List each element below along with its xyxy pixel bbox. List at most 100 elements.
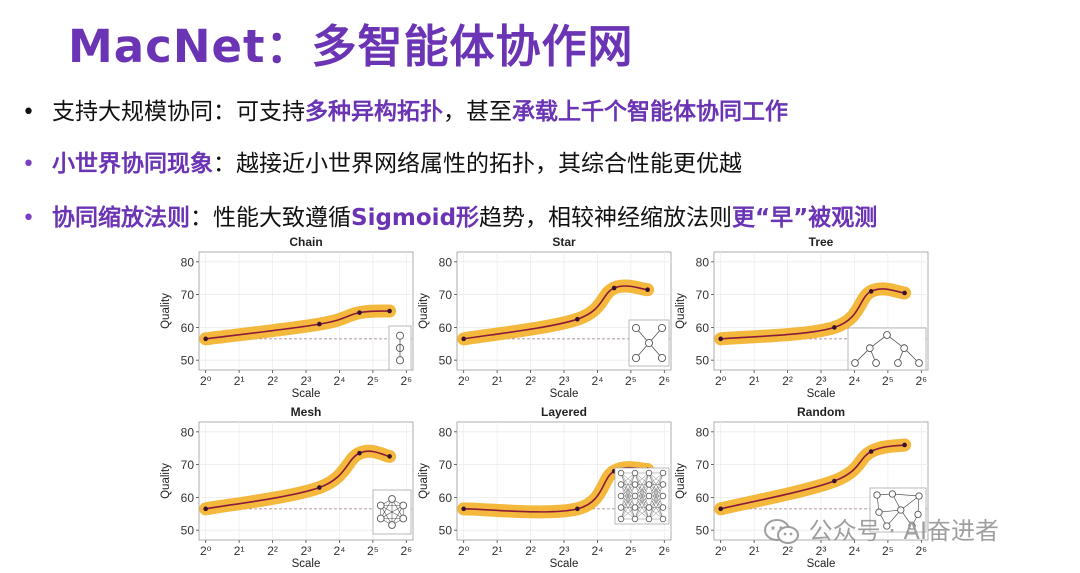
x-tick-label: 2⁵ [367, 374, 379, 388]
topology-node [851, 359, 859, 367]
x-tick-label: 2² [782, 544, 793, 558]
x-axis-label: Scale [292, 388, 321, 400]
x-tick-label: 2³ [559, 544, 570, 558]
x-tick-label: 2¹ [492, 374, 503, 388]
series-line [720, 444, 905, 510]
chart-panel: Star 50 60 70 80 2⁰ 2¹ 2² 2³ 2⁴ 2⁵ 2⁶ Scale Quality [418, 235, 672, 400]
y-axis-label: Quality [675, 463, 687, 499]
series-line [205, 450, 390, 510]
x-tick-label: 2⁰ [715, 544, 727, 558]
topology-node [631, 515, 639, 523]
topology-node [873, 491, 881, 499]
y-tick-label: 70 [181, 288, 195, 302]
y-tick-label: 80 [181, 255, 195, 269]
x-tick-label: 2⁴ [334, 544, 346, 558]
x-tick-label: 2⁰ [458, 374, 470, 388]
topology-edge [620, 472, 636, 520]
topology-node [631, 353, 641, 363]
x-tick-label: 2⁶ [401, 374, 413, 388]
topology-node [915, 359, 923, 367]
highlight-text: 小世界协同现象 [52, 151, 213, 177]
y-tick-label: 70 [696, 288, 710, 302]
x-tick-label: 2⁰ [200, 374, 212, 388]
x-tick-label: 2⁵ [882, 544, 894, 558]
y-tick-label: 60 [439, 491, 453, 505]
x-tick-label: 2³ [816, 544, 827, 558]
x-tick-label: 2¹ [234, 374, 245, 388]
topology-inset [628, 319, 670, 367]
topology-node [659, 515, 667, 523]
topology-node [659, 504, 667, 511]
topology-edge [620, 495, 636, 520]
x-tick-label: 2⁴ [592, 544, 604, 558]
topology-node [897, 506, 905, 514]
topology-node [645, 504, 653, 511]
data-point [868, 449, 874, 454]
data-point [902, 290, 907, 296]
x-tick-label: 2⁶ [916, 374, 928, 388]
topology-node [657, 323, 667, 333]
y-tick-label: 80 [439, 425, 453, 439]
y-tick-label: 70 [439, 458, 453, 472]
topology-node [631, 492, 639, 500]
topology-node [883, 522, 891, 530]
y-tick-label: 60 [439, 321, 453, 335]
y-tick-label: 50 [696, 524, 710, 538]
data-point [461, 506, 466, 512]
y-axis-label: Quality [418, 293, 430, 329]
chart-title: Star [552, 235, 576, 249]
x-tick-label: 2³ [816, 374, 827, 388]
topology-node [399, 514, 408, 523]
x-tick-label: 2⁰ [200, 544, 212, 558]
topology-edge [634, 484, 650, 520]
x-tick-label: 2¹ [749, 374, 760, 388]
data-point [357, 310, 362, 315]
x-tick-label: 2⁵ [625, 374, 637, 388]
topology-node [894, 359, 902, 367]
topology-node [617, 481, 625, 488]
topology-edge [648, 484, 664, 520]
bullet-dot-icon: • [22, 152, 35, 177]
topology-edge [892, 493, 920, 497]
x-axis-label: Scale [807, 558, 836, 570]
x-tick-label: 2² [525, 544, 536, 558]
x-tick-label: 2¹ [234, 544, 245, 558]
chart-panel: Layered 50 60 70 80 2⁰ 2¹ 2² 2³ 2⁴ 2⁵ 2⁶ Scale Qualit… [418, 405, 672, 570]
topology-node [865, 344, 874, 353]
chart-panel: Random 50 60 70 80 2⁰ 2¹ 2² 2³ 2⁴ 2⁵ 2⁶ Scale Quality [675, 405, 929, 570]
topology-edge [634, 495, 650, 520]
chart-title: Random [797, 405, 845, 419]
data-point [575, 506, 580, 512]
x-axis-label: Scale [807, 388, 836, 400]
highlight-text: 协同缩放法则 [52, 205, 190, 231]
topology-inset [388, 325, 412, 371]
chart-title: Chain [289, 235, 322, 249]
topology-node [388, 495, 396, 503]
topology-node [875, 508, 883, 516]
x-tick-label: 2² [525, 374, 536, 388]
topology-edge [648, 472, 664, 497]
topology-node [644, 338, 654, 348]
topology-edge [620, 484, 636, 520]
topology-node [617, 515, 625, 523]
x-tick-label: 2³ [301, 544, 312, 558]
topology-edge [878, 509, 901, 513]
x-axis-label: Scale [292, 558, 321, 570]
topology-node [645, 515, 653, 523]
topology-edge [620, 472, 636, 508]
data-point [203, 336, 208, 342]
x-tick-label: 2² [782, 374, 793, 388]
data-point [718, 336, 723, 342]
topology-node [376, 514, 385, 523]
topology-node [645, 481, 653, 488]
topology-node [659, 481, 667, 488]
topology-node [617, 504, 625, 511]
y-tick-label: 80 [439, 255, 453, 269]
bullet-text: 小世界协同现象：越接近小世界网络属性的拓扑，其综合性能更优越 [52, 151, 742, 177]
data-point [203, 506, 208, 512]
data-point [387, 454, 392, 459]
bullet-text: 支持大规模协同：可支持多种异构拓扑，甚至承载上千个智能体协同工作 [52, 99, 788, 125]
data-point [868, 289, 874, 294]
x-axis-label: Scale [550, 558, 579, 570]
data-point [357, 450, 362, 456]
